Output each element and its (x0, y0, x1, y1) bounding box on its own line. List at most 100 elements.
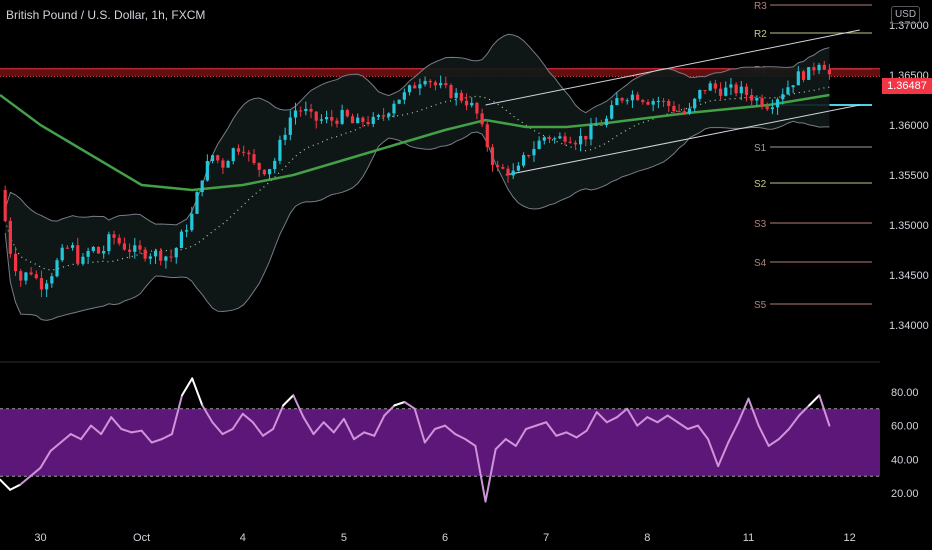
candle-body (117, 237, 121, 244)
rsi-segment (383, 404, 396, 417)
rsi-segment (140, 429, 153, 444)
rsi-segment (595, 411, 608, 424)
candle-body (226, 161, 230, 168)
x-tick-label: 30 (34, 532, 46, 544)
candle-body (475, 102, 479, 114)
rsi-segment (191, 377, 204, 407)
candle-body (392, 103, 396, 114)
rsi-segment (241, 412, 254, 424)
rsi-tick-label: 20.00 (891, 488, 919, 500)
candles (3, 60, 832, 298)
candle-body (319, 119, 324, 121)
rsi-segment (535, 421, 548, 427)
rsi-segment (616, 407, 629, 419)
candle-body (345, 109, 349, 117)
candle-body (641, 100, 645, 103)
candle-body (584, 135, 588, 140)
candle-body (781, 94, 785, 100)
candle-body (506, 168, 510, 176)
candle-body (164, 256, 168, 261)
pivot-label-r3: R3 (754, 1, 767, 12)
rsi-segment (312, 421, 325, 436)
rsi-segment (150, 438, 163, 444)
channel-lower-line (505, 104, 860, 176)
candle-body (693, 98, 697, 109)
rsi-segment (757, 424, 770, 447)
x-tick-label: 4 (240, 532, 246, 544)
candle-body (278, 139, 282, 161)
rsi-segment (585, 411, 598, 432)
candle-body (304, 108, 308, 112)
candle-body (96, 246, 101, 254)
rsi-segment (403, 401, 416, 410)
candle-body (615, 98, 619, 106)
candle-body (589, 124, 593, 140)
candle-body (350, 116, 355, 124)
candle-body (91, 246, 95, 251)
rsi-segment (464, 438, 477, 447)
candle-body (324, 116, 329, 120)
rsi-segment (120, 428, 133, 434)
candle-body (625, 100, 629, 102)
rsi-segment (605, 416, 619, 424)
candle-body (242, 151, 246, 153)
candle-body (553, 138, 557, 140)
rsi-segment (747, 397, 760, 427)
rsi-segment (666, 414, 679, 424)
candle-body (563, 136, 567, 142)
channel-upper-line (485, 29, 860, 106)
rsi-segment (717, 441, 730, 468)
x-tick-label: 6 (442, 532, 448, 544)
candle-body (159, 250, 163, 261)
rsi-segment (474, 444, 487, 503)
rsi-segment (818, 394, 831, 427)
candle-body (397, 99, 401, 104)
candle-body (288, 117, 292, 135)
pivot-label-s2: S2 (754, 179, 767, 190)
rsi-segment (727, 421, 740, 444)
currency-selector[interactable]: USD (891, 6, 920, 24)
candle-body (724, 87, 728, 96)
candle-body (765, 106, 769, 110)
candle-body (210, 155, 215, 162)
rsi-segment (423, 428, 436, 444)
ema-line (0, 93, 830, 192)
candle-body (127, 249, 132, 252)
candle-body (599, 124, 603, 126)
candle-body (822, 64, 826, 70)
candle-body (143, 249, 147, 259)
candle-body (55, 260, 59, 277)
rsi-segment (231, 412, 244, 430)
candle-body (257, 162, 261, 170)
candle-body (516, 165, 520, 171)
rsi-segment (272, 404, 285, 430)
candle-body (750, 95, 754, 101)
x-tick-label: 5 (341, 532, 347, 544)
candle-body (801, 71, 806, 80)
candle-body (630, 94, 635, 101)
candle-body (464, 100, 469, 106)
candle-body (174, 248, 178, 258)
candle-body (682, 111, 686, 114)
rsi-segment (626, 407, 639, 427)
candle-body (267, 169, 272, 175)
candle-body (39, 278, 44, 290)
bollinger-bands (4, 33, 830, 321)
candle-body (252, 154, 256, 163)
rsi-segment (494, 438, 507, 451)
bollinger-lower (4, 120, 830, 321)
rsi-segment (737, 397, 750, 424)
candle-body (470, 102, 474, 106)
candle-body (236, 148, 241, 152)
candle-body (568, 141, 572, 143)
rsi-band (0, 408, 880, 477)
x-tick-label: 11 (743, 532, 754, 544)
candle-body (698, 90, 702, 99)
rsi-segment (393, 401, 406, 407)
candle-body (299, 110, 303, 112)
rsi-tick-label: 60.00 (891, 421, 919, 433)
candle-body (770, 107, 775, 110)
rsi-segment (373, 414, 386, 437)
candle-body (24, 272, 28, 281)
